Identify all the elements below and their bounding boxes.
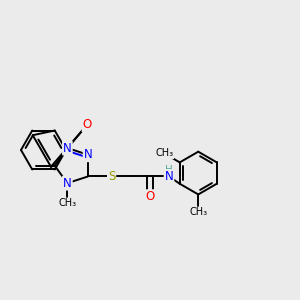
Text: S: S (108, 170, 115, 183)
Text: CH₃: CH₃ (58, 198, 76, 208)
Text: O: O (82, 118, 92, 131)
Text: N: N (63, 142, 72, 154)
Text: N: N (165, 170, 173, 183)
Text: O: O (145, 190, 154, 203)
Text: H: H (165, 165, 173, 176)
Text: N: N (84, 148, 92, 161)
Text: CH₃: CH₃ (189, 207, 207, 218)
Text: CH₃: CH₃ (155, 148, 173, 158)
Text: N: N (63, 177, 72, 190)
